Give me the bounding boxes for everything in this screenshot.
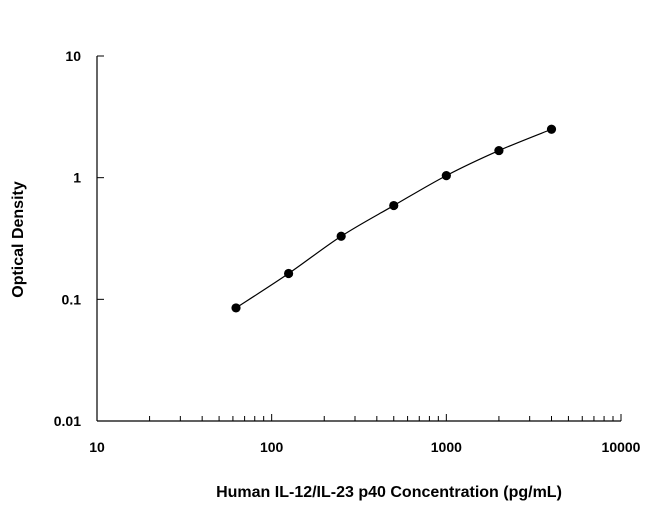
axes: [96, 55, 622, 422]
data-point: [494, 145, 504, 156]
y-tick-label: 0.01: [54, 413, 81, 429]
y-tick-label: 0.1: [62, 291, 82, 307]
x-tick-label: 100: [260, 439, 284, 455]
fit-curve-layer: [235, 128, 552, 309]
data-point: [546, 124, 557, 134]
y-axis-title: Optical Density: [10, 181, 27, 298]
tick-labels-layer: 10 100 1000 10000 0.01 0.1 1 10: [54, 48, 641, 455]
data-point: [336, 231, 346, 241]
data-point: [389, 200, 399, 211]
data-point: [283, 268, 294, 279]
data-point: [231, 303, 241, 313]
y-tick-label: 1: [73, 170, 81, 186]
x-tick-label: 10000: [602, 439, 641, 455]
data-points-layer: [231, 124, 557, 313]
x-tick-label: 1000: [431, 439, 462, 455]
y-tick-label: 10: [65, 48, 81, 64]
data-point: [441, 170, 451, 181]
fit-curve: [235, 128, 552, 309]
x-axis-title: Human IL-12/IL-23 p40 Concentration (pg/…: [216, 484, 562, 501]
x-tick-label: 10: [89, 439, 105, 455]
